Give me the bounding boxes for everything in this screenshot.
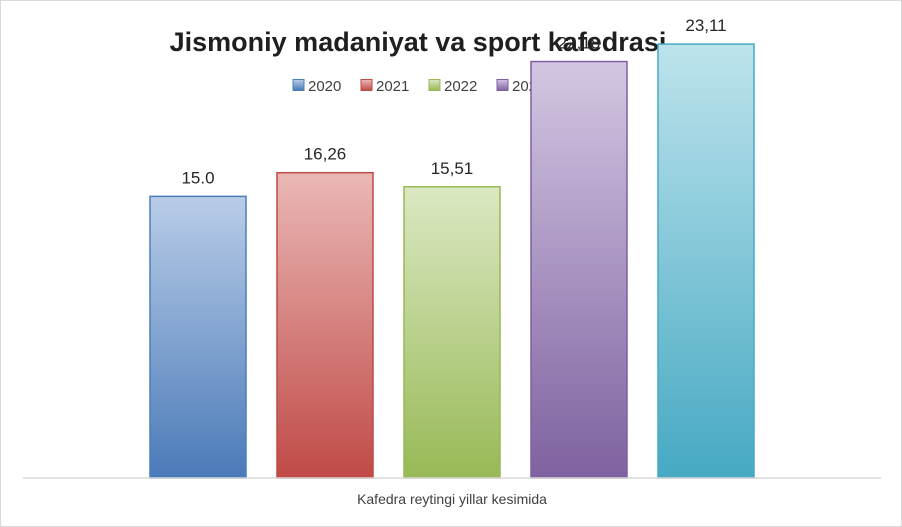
data-label-2021: 16,26 <box>304 145 347 164</box>
bar-2024 <box>657 43 755 479</box>
bar-2023 <box>530 60 628 479</box>
data-labels: 15.0 16,26 15,51 22,18 23,11 <box>181 16 726 187</box>
data-label-2023: 22,18 <box>558 34 601 53</box>
legend-label-2021: 2021 <box>376 78 409 95</box>
legend-swatch-2020 <box>292 79 305 91</box>
chart-title: Jismoniy madaniyat va sport kafedrasi <box>170 27 667 57</box>
legend-label-2022: 2022 <box>444 78 477 95</box>
legend-swatch-2021 <box>360 79 373 91</box>
data-label-2022: 15,51 <box>431 159 474 178</box>
bar-2021 <box>276 171 374 479</box>
data-label-2020: 15.0 <box>181 168 214 187</box>
bars <box>149 43 755 479</box>
x-axis-label: Kafedra reytingi yillar kesimida <box>357 491 547 507</box>
data-label-2024: 23,11 <box>685 16 726 35</box>
legend-swatch-2022 <box>428 79 441 91</box>
bar-2020 <box>149 195 247 479</box>
legend-label-2020: 2020 <box>308 78 341 95</box>
bar-2022 <box>403 186 501 479</box>
legend-swatch-2023 <box>496 79 509 91</box>
